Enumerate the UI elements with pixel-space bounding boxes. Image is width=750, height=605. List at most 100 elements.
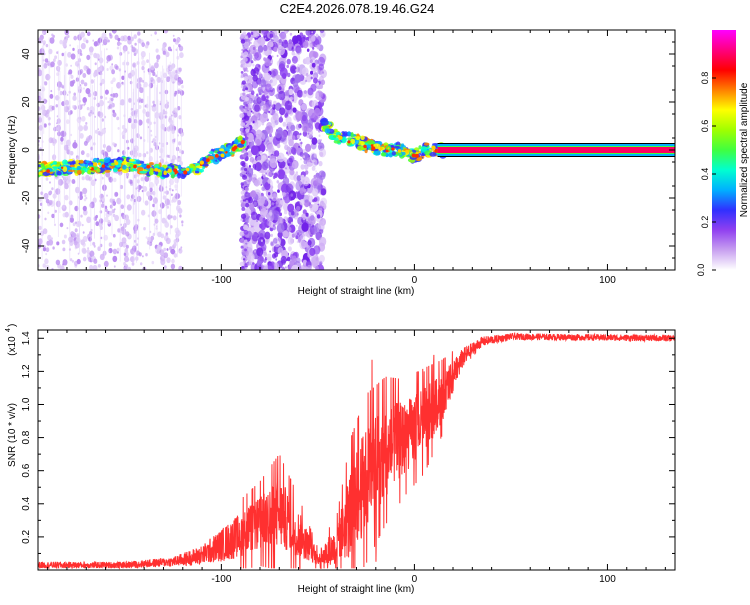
colorbar: 0.0 0.2 0.4 0.6 0.8 Normalized spectral ampl… <box>696 30 750 276</box>
noise-blob <box>90 79 94 84</box>
noise-blob <box>306 157 311 163</box>
noise-blob <box>156 54 161 60</box>
noise-blob <box>162 50 166 55</box>
noise-blob <box>258 64 261 68</box>
noise-blob <box>178 248 181 251</box>
noise-blob <box>38 106 41 112</box>
noise-blob <box>174 177 180 184</box>
noise-blob <box>264 182 271 191</box>
noise-blob <box>131 262 135 266</box>
noise-blob <box>300 164 305 170</box>
noise-blob <box>276 180 280 184</box>
noise-blob <box>73 92 76 97</box>
noise-blob <box>42 31 45 35</box>
noise-blob <box>181 220 184 224</box>
noise-blob <box>269 33 274 39</box>
colorbar-label: Normalized spectral amplitude <box>739 82 750 217</box>
noise-blob <box>155 48 159 53</box>
spectrogram-panel: -100 0 100 -40 -20 0 20 40 Height of straight l… <box>7 29 676 297</box>
noise-blob <box>174 227 180 234</box>
noise-blob <box>69 150 74 156</box>
noise-blob <box>55 104 59 108</box>
noise-blob <box>62 259 68 266</box>
noise-blob <box>250 90 255 96</box>
burst-blob <box>240 85 244 89</box>
noise-blob <box>279 212 282 217</box>
snr-ylabel: SNR (10 * v/v) <box>7 403 18 467</box>
ridge-hotspot <box>397 149 402 153</box>
noise-blob <box>285 116 292 125</box>
noise-blob <box>271 193 278 202</box>
noise-blob <box>141 42 145 48</box>
burst-blob <box>240 245 244 249</box>
spectrogram-ytick-label: 20 <box>21 96 32 108</box>
noise-blob <box>92 72 97 78</box>
noise-blob <box>82 256 87 262</box>
noise-blob <box>261 161 269 171</box>
noise-blob <box>82 248 87 254</box>
noise-blob <box>273 46 278 52</box>
burst-blob <box>240 202 246 207</box>
noise-blob <box>260 208 268 218</box>
ridge-blob <box>180 174 186 179</box>
noise-blob <box>307 218 311 222</box>
ridge-blob <box>223 147 230 153</box>
ridge-hotspot <box>240 139 245 145</box>
noise-blob <box>170 248 176 255</box>
burst-blob <box>241 195 246 200</box>
noise-blob <box>93 41 98 47</box>
ridge-blob <box>81 169 85 175</box>
burst-blob <box>243 224 249 231</box>
noise-blob <box>315 33 319 38</box>
noise-blob <box>67 51 72 58</box>
noise-blob <box>287 226 292 232</box>
noise-blob <box>288 151 292 155</box>
noise-blob <box>125 231 130 237</box>
ridge-hotspot <box>391 147 395 151</box>
ridge-blob <box>174 165 179 169</box>
noise-blob <box>249 107 252 111</box>
ridge-blob <box>69 167 76 170</box>
ridge-blob <box>103 157 110 164</box>
spectrogram-ytick-label: -40 <box>21 238 32 253</box>
noise-blob <box>144 104 147 108</box>
burst-blob <box>244 124 248 128</box>
noise-blob <box>93 258 98 264</box>
noise-blob <box>247 252 255 263</box>
noise-blob <box>43 192 49 200</box>
noise-blob <box>284 90 290 97</box>
noise-blob <box>55 95 60 101</box>
noise-blob <box>286 64 290 69</box>
noise-blob <box>159 249 165 256</box>
noise-blob <box>253 221 262 233</box>
noise-blob <box>66 227 69 230</box>
ridge-blob <box>128 159 135 162</box>
noise-blob <box>274 150 280 157</box>
noise-blob <box>38 198 42 202</box>
snr-ytick-label: 0.6 <box>21 463 32 477</box>
noise-blob <box>250 145 259 156</box>
noise-blob <box>290 124 296 132</box>
noise-blob <box>82 97 87 103</box>
noise-blob <box>82 231 85 234</box>
noise-blob <box>297 216 304 225</box>
noise-blob <box>112 142 115 146</box>
noise-blob <box>311 137 318 145</box>
noise-blob <box>291 51 295 56</box>
noise-blob <box>49 181 51 184</box>
noise-blob <box>112 248 118 255</box>
noise-blob <box>150 65 155 71</box>
noise-blob <box>38 67 41 72</box>
ridge-blob <box>357 145 364 151</box>
noise-blob <box>300 158 302 161</box>
ridge-hotspot <box>387 147 390 150</box>
ridge-hotspot <box>205 158 210 163</box>
noise-blob <box>93 244 96 248</box>
noise-blob <box>179 214 182 218</box>
noise-blob <box>77 252 80 255</box>
noise-blob <box>106 55 112 62</box>
noise-blob <box>272 88 275 91</box>
noise-blob <box>102 204 105 207</box>
spectrogram-xtick-label: 0 <box>412 275 418 286</box>
noise-blob <box>67 35 70 38</box>
